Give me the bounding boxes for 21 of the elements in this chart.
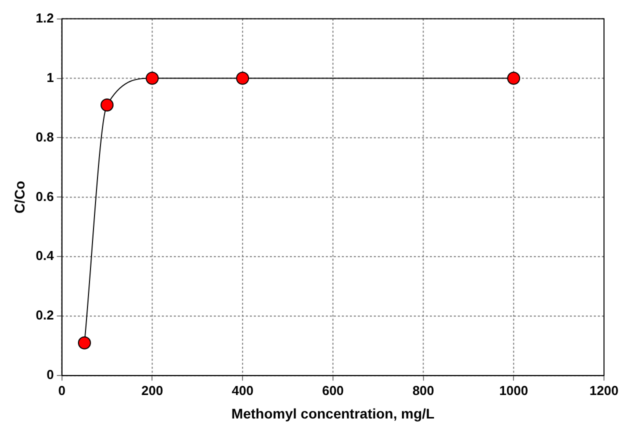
x-tick-label: 800: [412, 382, 434, 398]
x-tick-label: 200: [141, 382, 164, 398]
x-tick-label: 0: [58, 382, 66, 398]
point: [100, 98, 114, 112]
point: [146, 72, 159, 85]
y-axis-title: C/Co: [11, 180, 28, 214]
y-tick-label: 0.2: [36, 308, 54, 323]
point: [507, 72, 520, 85]
x-tick-label: 600: [322, 382, 344, 398]
x-tick-label: 1200: [590, 382, 618, 398]
point: [236, 72, 250, 85]
x-tick-label: 400: [232, 382, 254, 398]
y-tick-label: 1.2: [36, 10, 54, 26]
point: [78, 336, 91, 350]
y-tick-label: 0.4: [36, 248, 55, 264]
x-axis-title: Methomyl concentration, mg/L: [231, 405, 435, 422]
x-tick-label: 1000: [499, 382, 528, 398]
y-tick-label: 0.8: [36, 129, 54, 144]
y-tick-label: 0.6: [36, 188, 54, 204]
y-tick-label: 1: [46, 70, 54, 85]
y-tick-label: 0: [46, 367, 54, 382]
